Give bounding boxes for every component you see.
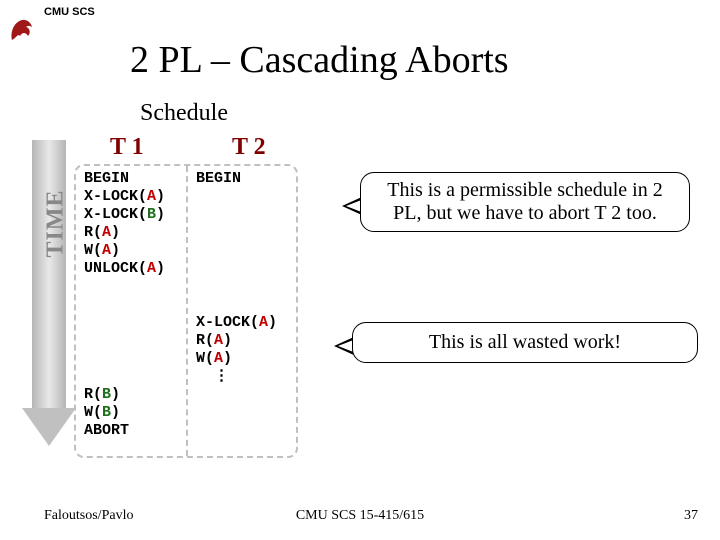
callout-2: This is all wasted work! — [352, 322, 698, 363]
footer-page-number: 37 — [684, 508, 698, 524]
cmu-griffin-logo — [6, 14, 38, 46]
op-row: BEGIN — [84, 170, 165, 188]
op-row: R(B) — [84, 386, 165, 404]
schedule-box: BEGINX-LOCK(A)X-LOCK(B)R(A)W(A)UNLOCK(A)… — [74, 164, 298, 458]
schedule-heading: Schedule — [140, 100, 228, 127]
op-row: X-LOCK(B) — [84, 206, 165, 224]
time-axis-label: TIME — [43, 189, 70, 257]
op-row: UNLOCK(A) — [84, 260, 165, 278]
header-org: CMU SCS — [44, 6, 95, 18]
t1-heading: T 1 — [110, 134, 144, 161]
op-row: R(A) — [84, 224, 165, 242]
op-row: R(A) — [196, 332, 277, 350]
t2-heading: T 2 — [232, 134, 266, 161]
op-row: W(B) — [84, 404, 165, 422]
schedule-divider — [186, 166, 188, 456]
t2-column: BEGIN X-LOCK(A)R(A)W(A)⋮ — [196, 170, 277, 386]
callout-1: This is a permissible schedule in 2 PL, … — [360, 172, 690, 232]
op-row: W(A) — [196, 350, 277, 368]
op-row: ABORT — [84, 422, 165, 440]
slide-title: 2 PL – Cascading Aborts — [130, 38, 509, 82]
time-arrow — [32, 140, 66, 450]
footer-course: CMU SCS 15-415/615 — [0, 508, 720, 524]
op-row: X-LOCK(A) — [196, 314, 277, 332]
op-row: X-LOCK(A) — [84, 188, 165, 206]
t1-column: BEGINX-LOCK(A)X-LOCK(B)R(A)W(A)UNLOCK(A)… — [84, 170, 165, 440]
ellipsis: ⋮ — [196, 368, 277, 386]
op-row: BEGIN — [196, 170, 277, 188]
op-row: W(A) — [84, 242, 165, 260]
